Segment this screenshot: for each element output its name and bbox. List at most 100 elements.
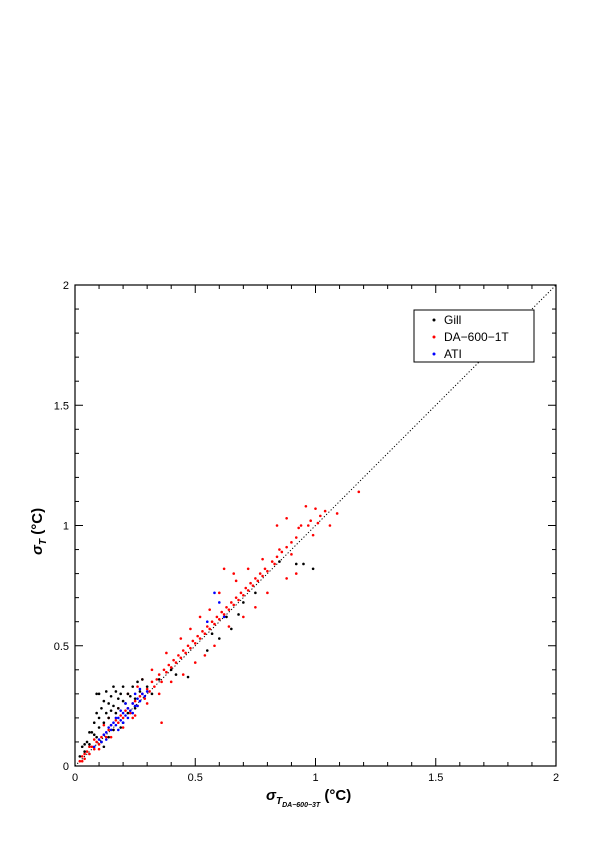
data-point [285, 516, 288, 520]
y-tick-label: 2 [63, 280, 69, 292]
data-point [165, 651, 168, 655]
data-point [165, 670, 168, 674]
data-point [189, 627, 192, 631]
data-point [278, 548, 281, 551]
data-point [157, 692, 161, 696]
data-point [193, 661, 197, 664]
data-point [100, 706, 103, 710]
data-point [239, 591, 243, 595]
data-point [150, 668, 154, 672]
data-point [335, 512, 339, 515]
legend: Gill DA−600−1T ATI [413, 309, 535, 363]
data-point [92, 745, 96, 749]
data-point [92, 733, 96, 737]
data-point [131, 685, 135, 688]
data-point [237, 598, 240, 602]
y-tick-label: 1 [63, 521, 69, 533]
data-point [107, 716, 110, 720]
data-point [311, 567, 315, 571]
data-point [203, 654, 207, 657]
data-point [136, 680, 139, 684]
data-point [145, 702, 149, 705]
data-point [275, 524, 279, 527]
data-point [85, 740, 89, 744]
data-point [169, 668, 173, 672]
data-point [141, 692, 144, 696]
data-point [95, 692, 98, 696]
data-point [280, 550, 284, 554]
data-point [290, 541, 293, 544]
data-point [294, 562, 298, 566]
data-point [323, 509, 327, 513]
data-point [133, 704, 137, 708]
data-point [136, 685, 139, 688]
data-point [266, 591, 269, 595]
data-point [311, 533, 315, 537]
data-point [314, 507, 317, 510]
data-point [112, 721, 115, 725]
data-point [97, 716, 101, 720]
data-point [222, 613, 226, 616]
x-axis-unit: (°C) [324, 787, 351, 804]
data-point [90, 731, 94, 734]
data-point [234, 579, 238, 583]
data-point [121, 726, 125, 729]
data-point [92, 747, 96, 751]
data-point [177, 654, 180, 657]
data-point [136, 697, 139, 700]
data-point [124, 702, 127, 705]
data-point [138, 687, 142, 691]
data-point [143, 694, 147, 698]
data-point [302, 562, 305, 566]
data-point [232, 572, 236, 575]
data-point [109, 735, 113, 739]
data-point [92, 738, 96, 741]
data-point [256, 579, 260, 583]
data-point [104, 735, 108, 739]
data-point [104, 711, 108, 715]
data-point [208, 608, 211, 611]
data-point [85, 750, 89, 753]
data-point [306, 524, 310, 527]
x-axis-symbol: σ [266, 787, 277, 804]
data-point [129, 694, 132, 698]
data-point [246, 567, 250, 571]
data-point [145, 687, 149, 691]
data-point [78, 755, 82, 758]
y-tick-label: 0.5 [54, 641, 69, 653]
data-point [278, 560, 281, 563]
data-point [160, 721, 163, 725]
x-tick-label: 2 [553, 772, 559, 784]
data-point [97, 692, 101, 696]
data-point [107, 735, 110, 739]
data-point [126, 711, 130, 715]
data-points-group [78, 490, 361, 763]
data-point [83, 757, 86, 761]
data-point [172, 658, 175, 662]
data-point [193, 642, 197, 645]
y-axis-label: σT (°C) [29, 508, 49, 555]
x-tick-label: 0.5 [188, 772, 203, 784]
data-point [328, 524, 332, 527]
y-axis-unit: (°C) [29, 508, 46, 535]
data-point [208, 627, 211, 631]
data-point [203, 632, 207, 636]
data-point [119, 714, 122, 717]
data-point [218, 591, 221, 595]
data-point [80, 759, 84, 763]
data-point [133, 706, 137, 710]
data-point [160, 680, 163, 684]
data-point [215, 615, 219, 619]
data-point [230, 627, 233, 631]
data-point [143, 697, 147, 700]
data-point [222, 615, 226, 619]
data-point [186, 644, 190, 648]
data-point [107, 726, 110, 729]
data-point [97, 743, 101, 746]
data-point [184, 651, 187, 655]
data-point [189, 646, 192, 650]
data-point [100, 735, 103, 739]
data-point [116, 721, 120, 725]
data-point [112, 704, 115, 708]
